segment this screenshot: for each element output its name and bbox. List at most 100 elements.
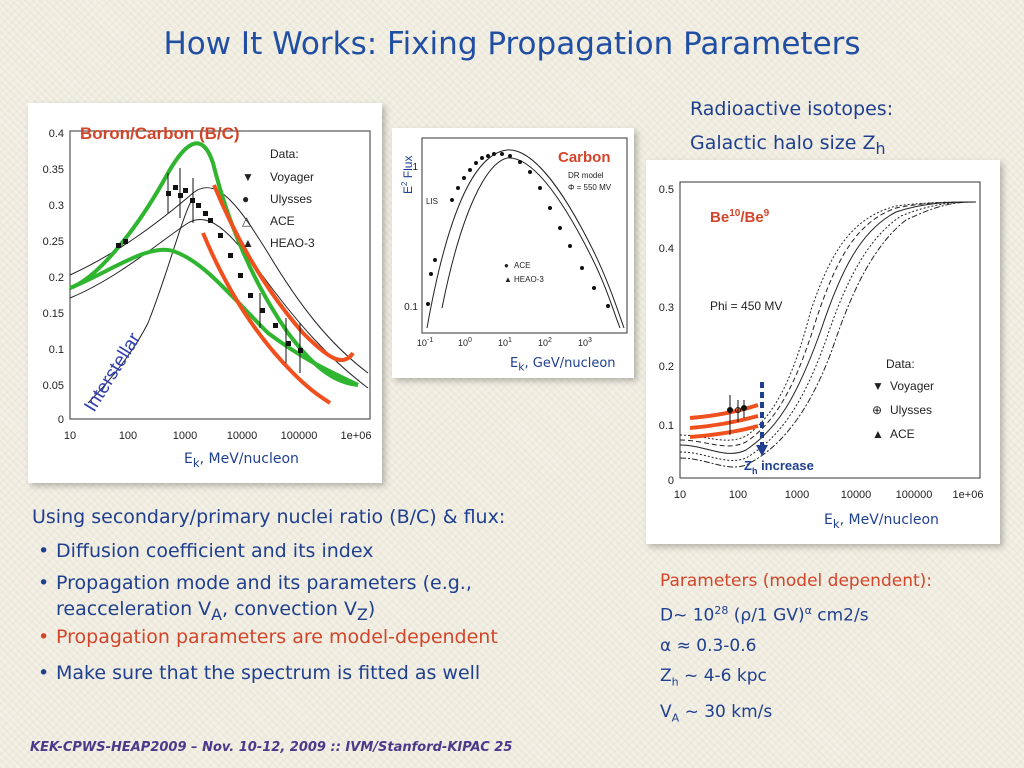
be-ytick: 0.1	[659, 420, 674, 432]
bullets-heading: Using secondary/primary nuclei ratio (B/…	[32, 506, 506, 528]
bc-ytick: 0.4	[49, 128, 64, 140]
carbon-xtick: 10-1	[417, 337, 433, 348]
bc-xtick: 100	[119, 430, 137, 442]
bc-orange-curve-2	[201, 232, 332, 405]
bc-legend-voyager: Voyager	[270, 170, 314, 184]
bc-legend-heao: HEAO-3	[270, 236, 315, 250]
bc-error-bars	[167, 168, 301, 373]
bullet-item-2: • Propagation mode and its parameters (e.…	[38, 572, 472, 624]
carbon-lis-curve	[426, 149, 625, 329]
be-xtick: 1e+06	[953, 489, 984, 501]
bc-legend-marker: ▲	[242, 236, 254, 250]
be-ytick: 0.4	[659, 243, 674, 255]
radioactive-line-2: Galactic halo size Zh	[690, 132, 886, 158]
carbon-legend-marker: ▲	[504, 275, 512, 284]
parameters-heading: Parameters (model dependent):	[660, 571, 932, 591]
radioactive-line-1: Radioactive isotopes:	[690, 98, 894, 120]
bc-legend-ace: ACE	[270, 214, 295, 228]
bc-interstellar-label: Interstellar	[80, 329, 145, 416]
be-xtick: 1000	[785, 489, 809, 501]
carbon-chart: 1 0.1 10-1 100 101 102 103 LIS DR model …	[400, 137, 628, 348]
be-chart-panel: 0.5 0.4 0.3 0.2 0.1 0 10 100 1000 10000 …	[646, 160, 1000, 544]
be-legend-marker: ▼	[872, 379, 884, 393]
carbon-axes-frame	[421, 137, 628, 334]
bc-xtick: 1000	[173, 430, 197, 442]
param-zh: Zh ~ 4-6 kpc	[660, 665, 767, 689]
bc-xtick: 10	[64, 430, 76, 442]
carbon-xtick: 101	[498, 337, 512, 348]
bc-legend-title: Data:	[270, 147, 299, 161]
bc-ytick: 0.1	[49, 344, 64, 356]
carbon-xtick: 102	[538, 337, 552, 348]
carbon-ylabel: E2 Flux	[400, 156, 415, 194]
be-legend-voyager: Voyager	[890, 379, 934, 393]
param-va: VA ~ 30 km/s	[660, 702, 773, 725]
bc-legend-ulysses: Ulysses	[270, 192, 312, 206]
slide-title: How It Works: Fixing Propagation Paramet…	[163, 26, 861, 62]
be-xtick: 100000	[896, 489, 933, 501]
bc-green-curve-2	[69, 247, 359, 387]
carbon-ytick: 1	[412, 162, 418, 173]
bc-interstellar-curve	[87, 197, 194, 404]
carbon-legend-heao: HEAO-3	[514, 275, 544, 284]
carbon-lis-label: LIS	[426, 197, 438, 206]
be-legend-ulysses: Ulysses	[890, 403, 932, 417]
carbon-ytick: 0.1	[404, 302, 418, 313]
bc-legend-marker: ●	[242, 192, 249, 206]
be-chart-label: Be10/Be9	[710, 208, 770, 226]
be-ytick: 0.3	[659, 302, 674, 314]
carbon-chart-label: Carbon	[558, 149, 611, 166]
param-alpha: α ≈ 0.3-0.6	[660, 635, 757, 656]
be-legend-ace: ACE	[890, 427, 915, 441]
carbon-legend-ace: ACE	[514, 261, 530, 270]
carbon-phi-label: Φ = 550 MV	[568, 183, 612, 192]
bc-orange-curve-1	[212, 184, 355, 363]
bc-xlabel: Ek, MeV/nucleon	[184, 451, 299, 470]
be-axes-frame	[679, 181, 981, 479]
bc-ytick: 0.15	[43, 308, 64, 320]
parameters-block: Parameters (model dependent): D~ 1028 (ρ…	[660, 566, 932, 733]
be-xtick: 10	[674, 489, 686, 501]
be-chart: 0.5 0.4 0.3 0.2 0.1 0 10 100 1000 10000 …	[659, 181, 984, 501]
bc-green-curve-1	[69, 141, 359, 387]
bc-ytick: 0	[58, 414, 64, 426]
be-data-points	[727, 395, 747, 435]
carbon-xlabel: Ek, GeV/nucleon	[510, 356, 616, 374]
bc-chart-label: Boron/Carbon (B/C)	[80, 124, 240, 143]
be-ytick: 0.5	[659, 184, 674, 196]
zh-increase-arrowhead	[756, 445, 768, 456]
carbon-model-curve	[441, 157, 621, 329]
carbon-model-label: DR model	[568, 171, 604, 180]
zh-increase-label: Zh increase	[744, 458, 814, 476]
be-orange-lines	[689, 403, 759, 439]
bullet-item-3: • Propagation parameters are model-depend…	[38, 626, 498, 648]
carbon-data-points	[426, 152, 610, 308]
bc-xtick: 100000	[281, 430, 318, 442]
be-phi-label: Phi = 450 MV	[710, 299, 782, 313]
be-ytick: 0	[668, 475, 674, 487]
carbon-legend-marker: ●	[504, 261, 509, 270]
be-legend-marker: ⊕	[872, 403, 882, 417]
param-diffusion: D~ 1028 (ρ/1 GV)α cm2/s	[660, 604, 869, 626]
radioactive-isotopes-text: Radioactive isotopes: Galactic halo size…	[690, 92, 893, 166]
bc-ytick: 0.3	[49, 200, 64, 212]
bc-model-curve	[69, 218, 369, 389]
be-legend-title: Data:	[886, 357, 915, 371]
bc-chart: 0.4 0.35 0.3 0.25 0.2 0.15 0.1 0.05 0 10…	[43, 124, 372, 442]
bc-chart-panel: 0.4 0.35 0.3 0.25 0.2 0.15 0.1 0.05 0 10…	[28, 103, 382, 483]
be-xtick: 100	[729, 489, 747, 501]
be-ytick: 0.2	[659, 361, 674, 373]
carbon-chart-panel: 1 0.1 10-1 100 101 102 103 LIS DR model …	[392, 128, 634, 378]
bc-ytick: 0.25	[43, 236, 64, 248]
slide-footer: KEK-CPWS-HEAP2009 – Nov. 10-12, 2009 :: …	[30, 740, 513, 755]
bullet-item-4: • Make sure that the spectrum is fitted a…	[38, 662, 481, 684]
carbon-xtick: 100	[458, 337, 472, 348]
be-model-curves	[679, 201, 977, 468]
bc-ytick: 0.05	[43, 380, 64, 392]
carbon-xtick: 103	[578, 337, 592, 348]
be-xtick: 10000	[841, 489, 872, 501]
bc-xtick: 1e+06	[341, 430, 372, 442]
bc-ytick: 0.2	[49, 272, 64, 284]
bc-model-curve	[69, 187, 369, 374]
bc-xtick: 10000	[227, 430, 258, 442]
